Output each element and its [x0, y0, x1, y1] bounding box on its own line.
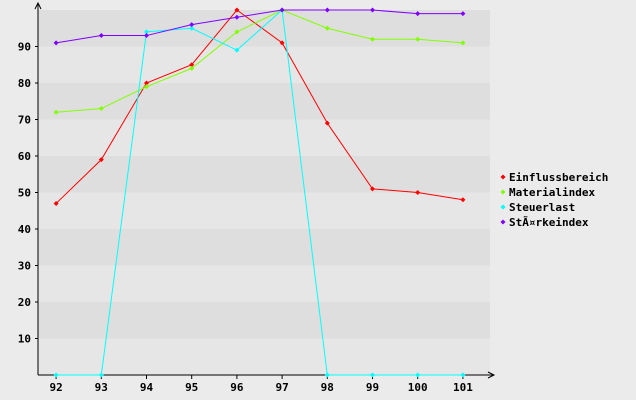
- data-point: [460, 11, 466, 17]
- legend-label: Steuerlast: [509, 201, 575, 214]
- x-tick-label: 99: [366, 381, 379, 394]
- series-0: [53, 7, 466, 206]
- grid-band: [38, 83, 490, 120]
- grid-band: [38, 302, 490, 339]
- data-point: [279, 7, 285, 13]
- y-tick-label: 10: [18, 333, 31, 346]
- data-point: [370, 186, 375, 192]
- y-tick-label: 30: [18, 260, 31, 273]
- data-point: [144, 33, 149, 39]
- data-point: [460, 372, 466, 378]
- data-point: [98, 33, 104, 39]
- y-tick-label: 60: [18, 150, 31, 163]
- y-tick-label: 50: [18, 187, 31, 200]
- data-point: [98, 157, 104, 163]
- data-point: [324, 120, 330, 126]
- y-axis-ticks: 10 20 30 40 50 60 70 80 90: [18, 41, 38, 346]
- data-point: [324, 7, 330, 13]
- grid-band: [38, 46, 490, 83]
- legend-label: Materialindex: [509, 186, 595, 199]
- x-tick-label: 96: [230, 381, 244, 394]
- x-tick-label: 100: [408, 381, 428, 394]
- x-tick-label: 95: [185, 381, 198, 394]
- data-point: [53, 40, 59, 46]
- series-line: [55, 9, 463, 204]
- data-point: [415, 11, 421, 17]
- x-tick-label: 94: [140, 381, 154, 394]
- data-point: [234, 14, 240, 20]
- data-point: [324, 372, 330, 378]
- data-point: [415, 372, 421, 378]
- data-point: [324, 25, 330, 31]
- y-tick-label: 70: [18, 114, 31, 127]
- data-point: [189, 25, 195, 31]
- grid-band: [38, 119, 490, 156]
- data-point: [98, 372, 104, 378]
- legend-marker: [500, 189, 506, 195]
- x-axis-ticks: 92 93 94 95 96 97 98 99 100 101: [49, 375, 473, 394]
- data-point: [53, 109, 59, 115]
- data-point: [415, 190, 421, 195]
- grid-band: [38, 229, 490, 266]
- data-point: [234, 47, 240, 53]
- data-point: [460, 197, 466, 203]
- legend-label: Einflussbereich: [509, 171, 608, 184]
- y-tick-label: 90: [18, 41, 31, 54]
- grid-band: [38, 265, 490, 302]
- series-3: [53, 7, 466, 46]
- data-point: [144, 80, 149, 86]
- data-point: [189, 65, 195, 71]
- x-tick-label: 101: [453, 381, 473, 394]
- data-point: [189, 62, 195, 68]
- data-point: [234, 29, 240, 35]
- plot-background: [38, 10, 490, 375]
- y-axis-arrow: [34, 1, 42, 10]
- grid-band: [38, 10, 490, 47]
- data-point: [279, 40, 285, 46]
- data-point: [98, 106, 104, 112]
- series-group: [53, 7, 466, 378]
- grid-band: [38, 192, 490, 229]
- data-point: [144, 84, 149, 90]
- data-point: [460, 40, 466, 46]
- data-point: [144, 29, 149, 35]
- y-tick-label: 40: [18, 223, 31, 236]
- series-line: [56, 8, 463, 376]
- legend-marker: [500, 174, 506, 180]
- y-tick-label: 20: [18, 296, 31, 309]
- x-tick-label: 97: [275, 381, 288, 394]
- legend-marker: [500, 219, 506, 225]
- data-point: [53, 200, 59, 206]
- series-line: [56, 9, 463, 44]
- series-line: [56, 9, 463, 113]
- data-point: [370, 7, 375, 13]
- data-point: [370, 36, 375, 42]
- y-tick-label: 80: [18, 77, 31, 90]
- series-1: [53, 7, 466, 115]
- legend: Einflussbereich Materialindex Steuerlast St…: [500, 171, 608, 229]
- x-tick-label: 93: [95, 381, 108, 394]
- x-tick-label: 98: [321, 381, 334, 394]
- data-point: [189, 22, 195, 28]
- legend-label: StÃ¤rkeindex: [509, 216, 589, 229]
- x-axis-arrow: [487, 371, 496, 379]
- x-tick-label: 92: [49, 381, 62, 394]
- data-point: [234, 7, 240, 13]
- data-point: [53, 372, 59, 378]
- data-point: [415, 36, 421, 42]
- grid-band: [38, 338, 490, 375]
- legend-marker: [500, 204, 506, 210]
- data-point: [370, 372, 375, 378]
- grid-band: [38, 156, 490, 193]
